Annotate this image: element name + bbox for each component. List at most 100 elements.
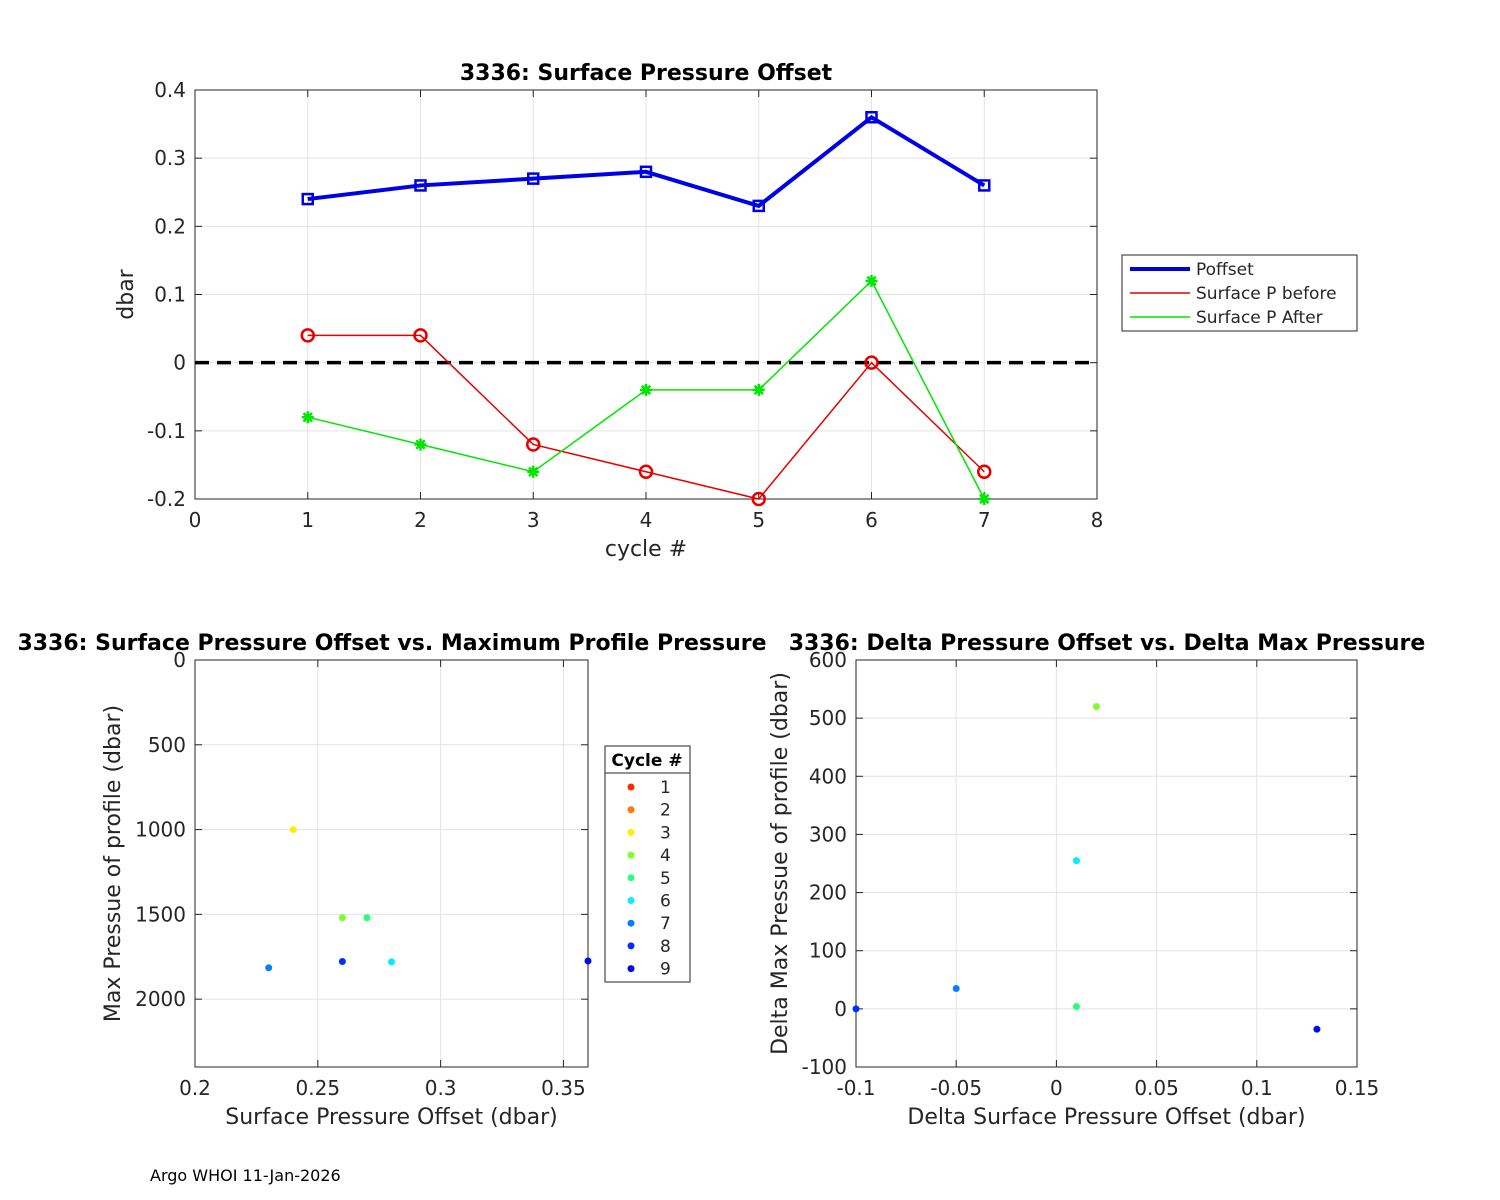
x-tick-label: -0.05: [930, 1076, 982, 1100]
x-tick-label: 0.05: [1134, 1076, 1179, 1100]
legend-label: 5: [660, 869, 671, 889]
data-point: [338, 914, 346, 922]
legend-label: Surface P After: [1196, 308, 1323, 328]
y-tick-label: 200: [809, 881, 847, 905]
data-point-poffset: [978, 179, 991, 192]
offset-timeseries-chart: 0 1 2 3 4 5 6 7 8 -0.2 -0.1 0 0.1 0.2 0.3 0.4 3336: Surf…: [114, 61, 1358, 562]
legend-label: 3: [660, 823, 671, 843]
x-axis-label: Surface Pressure Offset (dbar): [225, 1105, 557, 1130]
x-tick-label: 1: [301, 508, 314, 532]
data-point-surface-p-after: [640, 383, 652, 396]
y-tick-label: 500: [148, 733, 186, 757]
data-point: [338, 958, 346, 966]
data-point-surface-p-before: [977, 464, 992, 479]
y-tick-label: 1000: [135, 818, 186, 842]
x-axis-label: cycle #: [605, 537, 687, 562]
y-tick-label: 0.3: [154, 146, 186, 170]
data-point: [289, 826, 297, 834]
y-axis-label: Delta Max Pressue of profile (dbar): [768, 672, 793, 1055]
y-tick-label: -100: [802, 1055, 847, 1079]
plot-area: [856, 660, 1357, 1067]
plot-area: [195, 660, 588, 1067]
legend-label: 9: [660, 960, 671, 980]
legend-marker: [627, 828, 635, 836]
y-axis-label: dbar: [114, 268, 139, 319]
data-point-surface-p-after: [414, 438, 427, 451]
data-point: [1072, 857, 1080, 865]
legend-marker: [627, 874, 635, 882]
x-axis-label: Delta Surface Pressure Offset (dbar): [907, 1105, 1305, 1130]
legend-marker: [627, 851, 635, 859]
y-tick-label: 100: [809, 939, 847, 963]
x-tick-label: 3: [527, 508, 540, 532]
data-point-surface-p-before: [526, 437, 541, 452]
x-tick-label: 0.25: [296, 1076, 341, 1100]
y-tick-label: -0.1: [147, 419, 186, 443]
footer-credit: Argo WHOI 11-Jan-2026: [150, 1166, 341, 1185]
legend-marker: [627, 919, 635, 927]
y-tick-label: 500: [809, 706, 847, 730]
x-tick-label: 0.15: [1335, 1076, 1380, 1100]
y-tick-label: 300: [809, 822, 847, 846]
x-tick-label: 0.1: [1241, 1076, 1273, 1100]
legend-label: Surface P before: [1196, 284, 1337, 304]
x-tick-label: 7: [978, 508, 991, 532]
axes-box: [855, 659, 1358, 1068]
data-point-poffset: [752, 199, 765, 213]
y-axis-label: Max Pressue of profile (dbar): [101, 705, 126, 1022]
legend-label: 2: [660, 801, 671, 821]
data-point-surface-p-before: [864, 355, 879, 370]
series-line-surface-p-before: [307, 334, 985, 500]
legend-title: Cycle #: [611, 751, 682, 771]
y-tick-label: 0: [173, 648, 186, 672]
y-tick-label: 1500: [135, 902, 186, 926]
legend-marker: [627, 897, 635, 904]
legend-label: 8: [660, 937, 671, 957]
x-tick-label: -0.1: [836, 1076, 875, 1100]
x-tick-label: 0: [1050, 1076, 1063, 1100]
x-tick-label: 6: [865, 508, 878, 532]
y-tick-label: 0.4: [154, 78, 186, 102]
legend-marker: [627, 806, 635, 814]
x-tick-label: 5: [752, 508, 765, 532]
data-point-poffset: [301, 192, 314, 206]
axes-box: [194, 659, 589, 1068]
data-point: [265, 964, 273, 972]
y-tick-label: -0.2: [147, 487, 186, 511]
data-point-poffset: [865, 111, 878, 124]
data-point-poffset: [527, 172, 540, 185]
legend-label: Poffset: [1196, 260, 1254, 280]
x-tick-label: 0.35: [541, 1076, 586, 1100]
legend-marker: [627, 783, 635, 791]
data-point-surface-p-before: [751, 491, 766, 507]
data-point-poffset: [414, 179, 427, 192]
data-point: [1072, 1003, 1080, 1011]
y-tick-label: 600: [809, 648, 847, 672]
chart-title: 3336: Delta Pressure Offset vs. Delta Ma…: [789, 631, 1426, 656]
data-point-poffset: [639, 165, 653, 179]
delta-offset-vs-delta-pressure-chart: -0.1 -0.05 0 0.05 0.1 0.15 -100 0 100 200 300 400 50…: [768, 631, 1425, 1130]
legend-label: 4: [660, 846, 671, 866]
data-point: [363, 914, 371, 922]
data-point-surface-p-after: [865, 274, 878, 287]
data-point: [952, 985, 960, 993]
data-point-surface-p-after: [752, 383, 765, 396]
x-tick-label: 8: [1091, 508, 1104, 532]
data-point: [388, 958, 395, 966]
x-tick-label: 0.3: [425, 1076, 457, 1100]
data-point: [1092, 703, 1100, 711]
y-tick-label: 0.2: [154, 214, 186, 238]
y-tick-label: 0: [834, 997, 847, 1021]
x-tick-label: 0.2: [179, 1076, 211, 1100]
legend-label: 7: [660, 914, 671, 934]
data-point-surface-p-after: [527, 465, 540, 478]
legend-marker: [627, 965, 635, 973]
y-tick-label: 0.1: [154, 283, 186, 307]
data-point-surface-p-after: [301, 411, 314, 424]
chart-title: 3336: Surface Pressure Offset: [460, 61, 833, 86]
y-tick-label: 400: [809, 764, 847, 788]
legend-label: 6: [660, 892, 671, 912]
offset-vs-max-pressure-chart: 0.2 0.25 0.3 0.35 0 500 1000 1500 2000 3336: Surf…: [17, 631, 766, 1130]
series-line-poffset: [307, 114, 986, 209]
